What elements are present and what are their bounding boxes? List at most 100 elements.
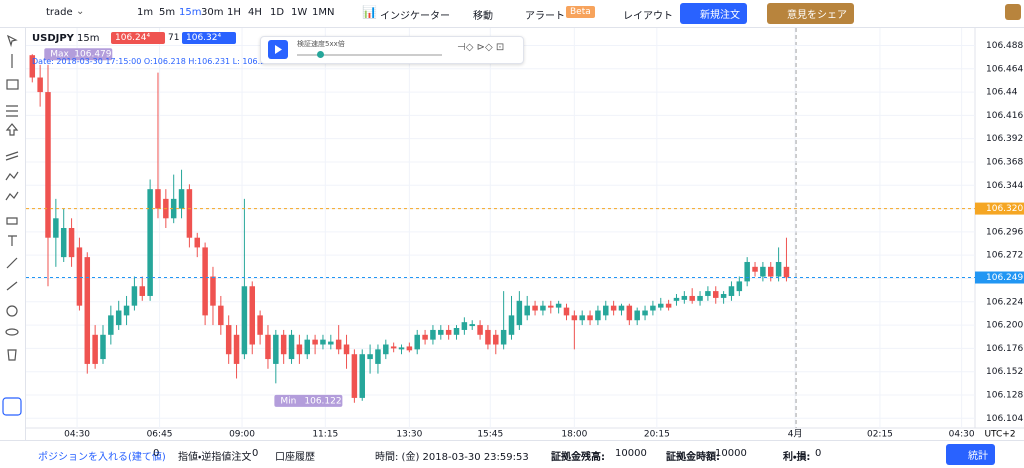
timeframe[interactable]: 1m [137, 7, 154, 18]
sync-tool[interactable] [2, 397, 22, 416]
chevron[interactable]: ⌄ [76, 6, 85, 17]
timeframe[interactable]: 4H [248, 7, 262, 18]
pl-label: 利・損: [783, 452, 811, 463]
candle-body [233, 334, 240, 364]
y-tick-label: 106.104 [986, 414, 1023, 424]
speed-slider[interactable] [297, 51, 442, 58]
timeframe[interactable]: 5m [159, 7, 176, 18]
candle-body [493, 334, 499, 345]
candle-body [642, 310, 648, 316]
positions-tab[interactable]: ポジションを入れる(建て値) [38, 452, 166, 463]
layout[interactable]: レイアウト [623, 11, 673, 22]
share-button[interactable]: 意見をシェア [767, 3, 854, 24]
y-tick-label: 106.176 [986, 344, 1023, 354]
candle-body [563, 307, 570, 316]
candle-body [453, 328, 460, 335]
candle-body [681, 295, 688, 300]
move[interactable]: 移動 [473, 11, 493, 22]
clock: 時間: (金) 2018-03-30 23:59:53 [375, 452, 529, 463]
measure-tool[interactable] [6, 217, 18, 225]
y-tick-label: 106.128 [986, 390, 1023, 400]
price-line-tag [975, 202, 1024, 215]
fib-tool[interactable] [6, 105, 18, 117]
candle-body [697, 295, 703, 301]
y-tick-label: 106.464 [986, 64, 1023, 74]
timeframe[interactable]: 1D [270, 7, 285, 18]
stats-button[interactable]: 統計 [946, 444, 995, 465]
interval[interactable]: 15m [77, 33, 100, 44]
grid [26, 28, 975, 428]
x-tick-label: 15:45 [477, 430, 503, 440]
y-tick-label: 106.272 [986, 251, 1023, 261]
timeframe[interactable]: 30m [201, 7, 224, 18]
price-line-label: 106.249 [986, 273, 1023, 283]
y-tick-label: 106.344 [986, 181, 1023, 191]
shape-tool[interactable] [6, 79, 19, 90]
menu[interactable]: trade [46, 7, 73, 18]
trash-tool[interactable] [7, 349, 17, 361]
new-order-button[interactable]: 新規注文 [680, 3, 747, 24]
candle-body [626, 305, 633, 321]
candle-body [312, 339, 318, 345]
candle-body [461, 322, 468, 330]
wave-tool[interactable] [5, 191, 19, 201]
candle-body [485, 329, 491, 345]
candle-body [610, 305, 617, 311]
magnet-tool[interactable] [6, 305, 18, 317]
x-tick-label: 13:30 [396, 430, 422, 440]
candle-body [650, 305, 656, 311]
candle-body [571, 315, 578, 321]
candle-body [516, 300, 523, 326]
arrow-tool[interactable] [5, 123, 19, 136]
candle-body [744, 261, 750, 282]
timeframe[interactable]: 1MN [312, 7, 335, 18]
indicator-icon[interactable]: 📊 [362, 5, 377, 19]
candle-body [414, 334, 420, 350]
pen-tool[interactable] [6, 281, 18, 291]
candle-body [548, 305, 554, 308]
symbol[interactable]: USDJPY [32, 33, 74, 44]
candle-body [225, 325, 232, 355]
step-buttons[interactable]: ⊣◇ ⊳◇ ⊡ [457, 42, 505, 53]
extreme-tag [44, 48, 113, 61]
timeframe[interactable]: 15m [179, 7, 202, 18]
candle-body [249, 286, 256, 345]
price-line-label: 106.320 [986, 204, 1023, 214]
candle-body [720, 294, 727, 298]
brush-tool[interactable] [6, 257, 18, 269]
candle-body [430, 329, 436, 340]
x-tick-label: 20:15 [644, 430, 670, 440]
bid-price[interactable]: 106.24⁴ [111, 32, 165, 44]
indicators[interactable]: インジケーター [380, 11, 450, 22]
candle-body [390, 346, 397, 349]
timeframe[interactable]: 1H [227, 7, 241, 18]
candle-body [76, 247, 83, 306]
channel-tool[interactable] [5, 151, 19, 161]
ask-price[interactable]: 106.32⁴ [182, 32, 236, 44]
candle-body [155, 189, 161, 209]
orders-tab[interactable]: 指値・逆指値注文 [178, 452, 252, 463]
cursor-tool[interactable] [6, 34, 18, 48]
drawing-toolbar [0, 28, 26, 440]
alert[interactable]: アラート [525, 11, 565, 22]
history-tab[interactable]: 口座履歴 [275, 452, 315, 463]
play-button[interactable] [268, 40, 288, 59]
pattern-tool[interactable] [5, 171, 19, 181]
candle-body [540, 305, 546, 311]
replay-speed: 検証速度5xx倍 [297, 40, 345, 48]
eye-tool[interactable] [5, 328, 19, 336]
play-icon [275, 45, 282, 54]
timeframe[interactable]: 1W [291, 7, 308, 18]
candle-body [673, 297, 680, 301]
slider-knob[interactable] [317, 51, 324, 58]
candle-body [383, 344, 389, 355]
avatar[interactable] [1005, 4, 1021, 20]
candle-body [603, 305, 609, 316]
extreme-label: Max [50, 50, 69, 60]
text-tool[interactable] [8, 235, 17, 246]
x-tick-label: 06:45 [147, 430, 173, 440]
candle-body [131, 286, 138, 306]
timezone[interactable]: UTC+2 [984, 430, 1015, 440]
